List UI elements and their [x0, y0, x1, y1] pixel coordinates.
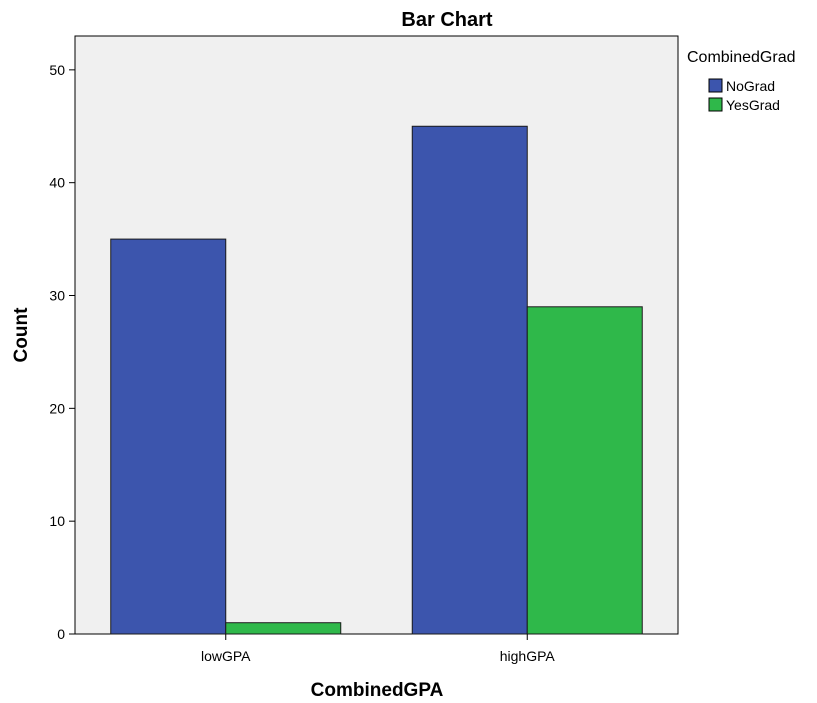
y-tick-label: 0 — [57, 626, 65, 642]
bars-group — [110, 125, 643, 635]
y-tick-label: 30 — [49, 288, 65, 304]
y-tick-label: 10 — [49, 513, 65, 529]
y-axis-title: Count — [11, 307, 32, 363]
y-tick-label: 50 — [49, 62, 65, 78]
chart-title: Bar Chart — [401, 9, 492, 31]
legend-title: CombinedGrad — [687, 49, 796, 66]
x-axis: lowGPA highGPA — [201, 634, 555, 664]
bar-lowGPA-NoGrad — [110, 238, 227, 635]
x-axis-title: CombinedGPA — [311, 680, 444, 701]
legend-label-NoGrad: NoGrad — [726, 78, 775, 94]
y-tick-label: 40 — [49, 175, 65, 191]
legend: CombinedGrad NoGrad YesGrad — [687, 49, 796, 113]
bar-lowGPA-YesGrad — [225, 622, 342, 635]
bar-highGPA-YesGrad — [526, 306, 643, 635]
legend-label-YesGrad: YesGrad — [726, 97, 780, 113]
y-axis: 0 10 20 30 40 50 — [49, 62, 75, 642]
legend-swatch-YesGrad — [708, 97, 723, 112]
x-tick-label-highGPA: highGPA — [500, 648, 556, 664]
bar-highGPA-NoGrad — [411, 125, 528, 635]
legend-swatch-NoGrad — [708, 78, 723, 93]
y-tick-label: 20 — [49, 400, 65, 416]
x-tick-label-lowGPA: lowGPA — [201, 648, 251, 664]
